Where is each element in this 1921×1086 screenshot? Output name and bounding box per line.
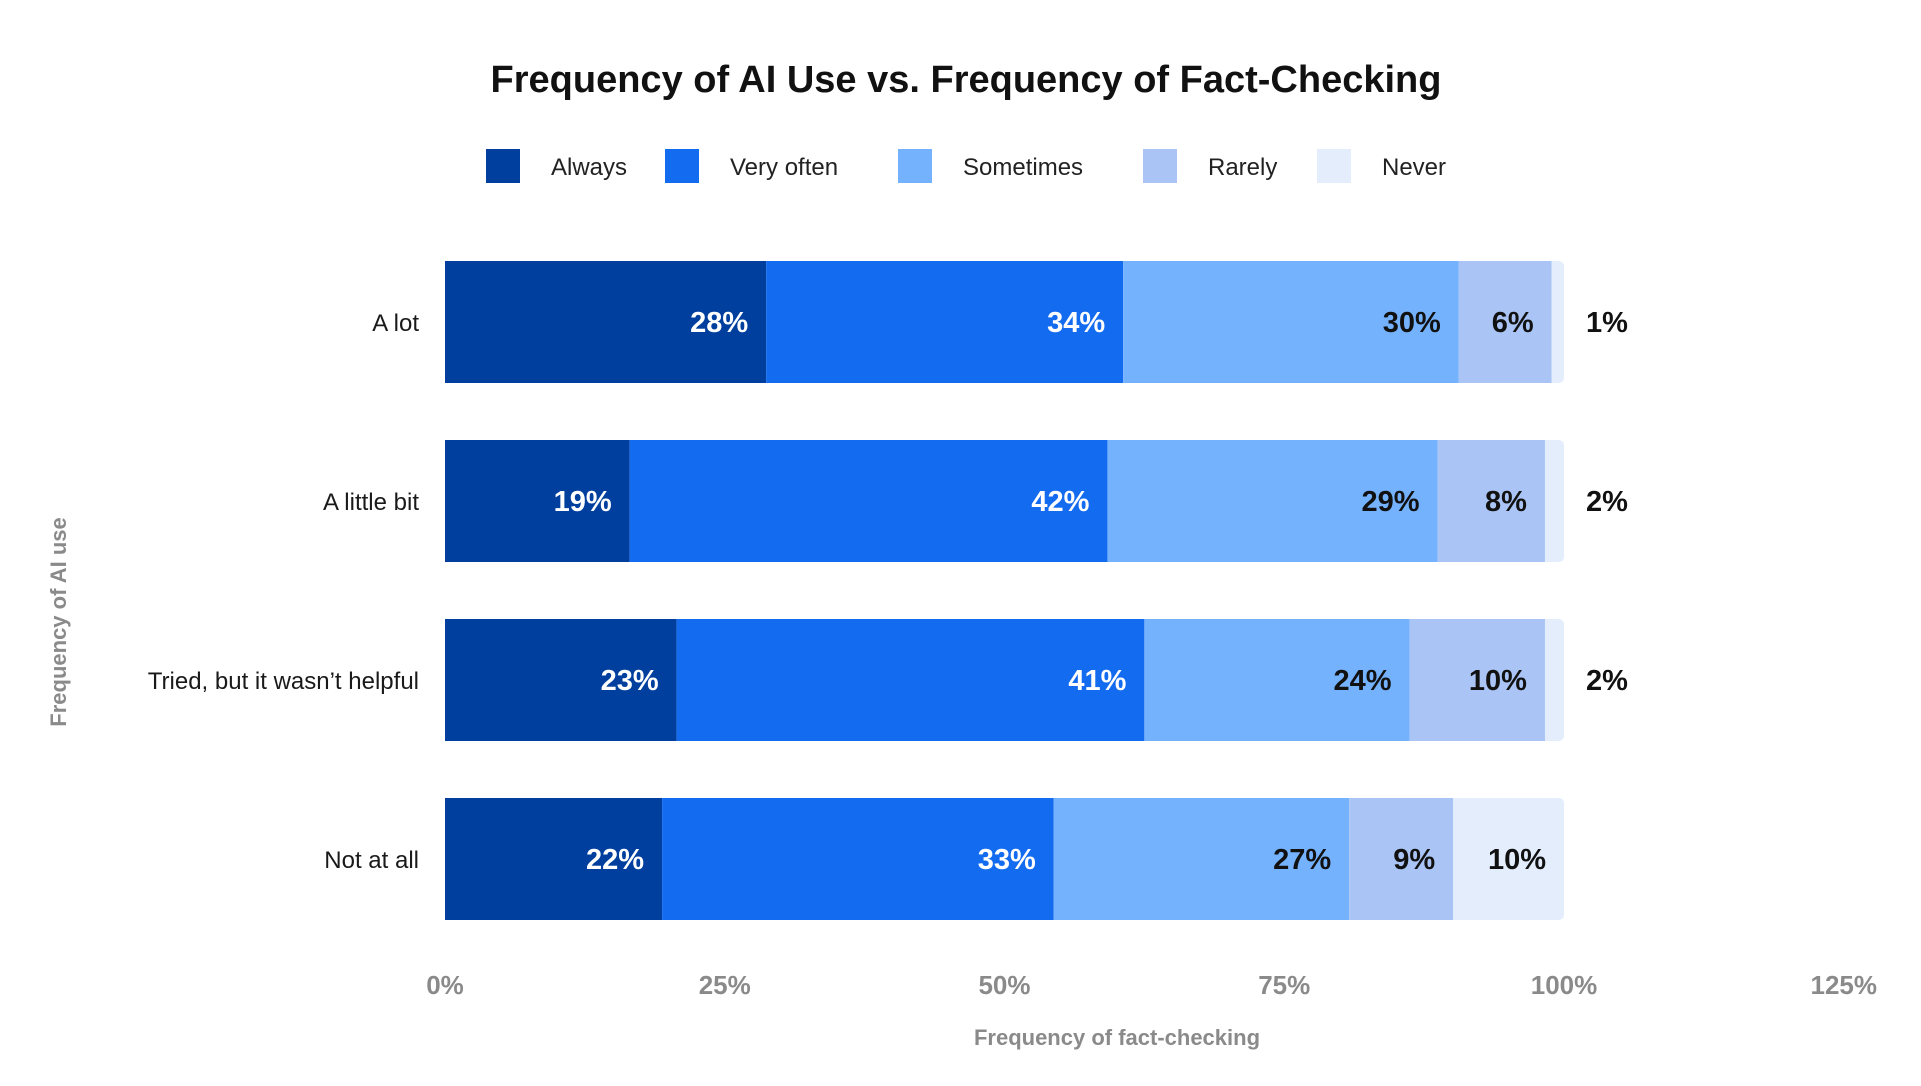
- bar-value-label: 30%: [1383, 307, 1441, 339]
- bar-value-label: 10%: [1488, 844, 1546, 876]
- legend-label-rarely: Rarely: [1208, 154, 1277, 181]
- bar-segment-never: [1544, 440, 1564, 562]
- bar-segment-very-often: [676, 619, 1145, 741]
- x-tick-label: 75%: [1258, 970, 1310, 1000]
- bar-value-label: 6%: [1492, 307, 1534, 339]
- bar-row-not-at-all: 22% 33% 27% 9% 10%: [445, 798, 1564, 920]
- bar-row-a-lot: 28% 34% 30% 6% 1%: [445, 261, 1628, 383]
- bar-segment-very-often: [766, 261, 1124, 383]
- x-tick-label: 125%: [1811, 970, 1878, 1000]
- bar-value-label: 2%: [1586, 665, 1628, 697]
- bar-segment-sometimes: [1053, 798, 1350, 920]
- legend-swatch-always: [486, 149, 520, 183]
- bar-value-label: 24%: [1334, 665, 1392, 697]
- bar-value-label: 8%: [1485, 486, 1527, 518]
- bar-segment-sometimes: [1107, 440, 1438, 562]
- bar-segment-rarely: [1349, 798, 1454, 920]
- legend: Always Very often Sometimes Rarely Never: [486, 149, 1446, 183]
- category-labels: A lot A little bit Tried, but it wasn’t he…: [148, 310, 420, 874]
- bar-segment-sometimes: [1123, 261, 1459, 383]
- y-axis-title: Frequency of AI use: [46, 517, 71, 726]
- legend-label-very-often: Very often: [730, 154, 838, 181]
- bar-value-label: 22%: [586, 844, 644, 876]
- bar-value-label: 9%: [1393, 844, 1435, 876]
- bar-segment-rarely: [1409, 619, 1545, 741]
- bar-segment-never: [1551, 261, 1564, 383]
- bar-value-label: 10%: [1469, 665, 1527, 697]
- legend-swatch-rarely: [1143, 149, 1177, 183]
- bar-segment-never: [1453, 798, 1564, 920]
- bar-row-tried-but-it-wasn-t-helpful: 23% 41% 24% 10% 2%: [445, 619, 1628, 741]
- bar-value-label: 19%: [554, 486, 612, 518]
- bar-row-a-little-bit: 19% 42% 29% 8% 2%: [445, 440, 1628, 562]
- x-tick-label: 0%: [426, 970, 464, 1000]
- bar-segment-always: [445, 619, 677, 741]
- bar-value-label: 34%: [1047, 307, 1105, 339]
- x-tick-label: 50%: [978, 970, 1030, 1000]
- legend-swatch-sometimes: [898, 149, 932, 183]
- bar-segment-very-often: [662, 798, 1054, 920]
- bar-segment-sometimes: [1144, 619, 1410, 741]
- category-label-tried-but-it-wasn-t-helpful: Tried, but it wasn’t helpful: [148, 668, 419, 695]
- category-label-not-at-all: Not at all: [324, 847, 419, 874]
- bar-value-label: 1%: [1586, 307, 1628, 339]
- bar-segment-very-often: [629, 440, 1108, 562]
- bar-value-label: 23%: [601, 665, 659, 697]
- bar-value-label: 42%: [1031, 486, 1089, 518]
- bars-group: 28% 34% 30% 6% 1% 19% 42% 29% 8% 2% 23% 41% 24% 10% 2%…: [445, 261, 1628, 920]
- bar-value-label: 27%: [1273, 844, 1331, 876]
- legend-label-sometimes: Sometimes: [963, 154, 1083, 181]
- x-axis-title: Frequency of fact-checking: [974, 1025, 1260, 1050]
- bar-value-label: 2%: [1586, 486, 1628, 518]
- legend-label-always: Always: [551, 154, 627, 181]
- bar-value-label: 28%: [690, 307, 748, 339]
- x-tick-label: 25%: [699, 970, 751, 1000]
- bar-value-label: 33%: [978, 844, 1036, 876]
- bar-segment-always: [445, 440, 630, 562]
- legend-swatch-never: [1317, 149, 1351, 183]
- bar-segment-always: [445, 798, 663, 920]
- legend-swatch-very-often: [665, 149, 699, 183]
- x-axis-ticks: 0% 25% 50% 75% 100% 125%: [426, 970, 1877, 1000]
- category-label-a-lot: A lot: [372, 310, 419, 337]
- bar-segment-always: [445, 261, 767, 383]
- x-tick-label: 100%: [1531, 970, 1598, 1000]
- bar-segment-rarely: [1437, 440, 1545, 562]
- bar-segment-never: [1544, 619, 1564, 741]
- legend-label-never: Never: [1382, 154, 1446, 181]
- chart-title: Frequency of AI Use vs. Frequency of Fac…: [491, 59, 1442, 101]
- bar-value-label: 29%: [1362, 486, 1420, 518]
- category-label-a-little-bit: A little bit: [323, 489, 419, 516]
- bar-value-label: 41%: [1068, 665, 1126, 697]
- bar-segment-rarely: [1458, 261, 1552, 383]
